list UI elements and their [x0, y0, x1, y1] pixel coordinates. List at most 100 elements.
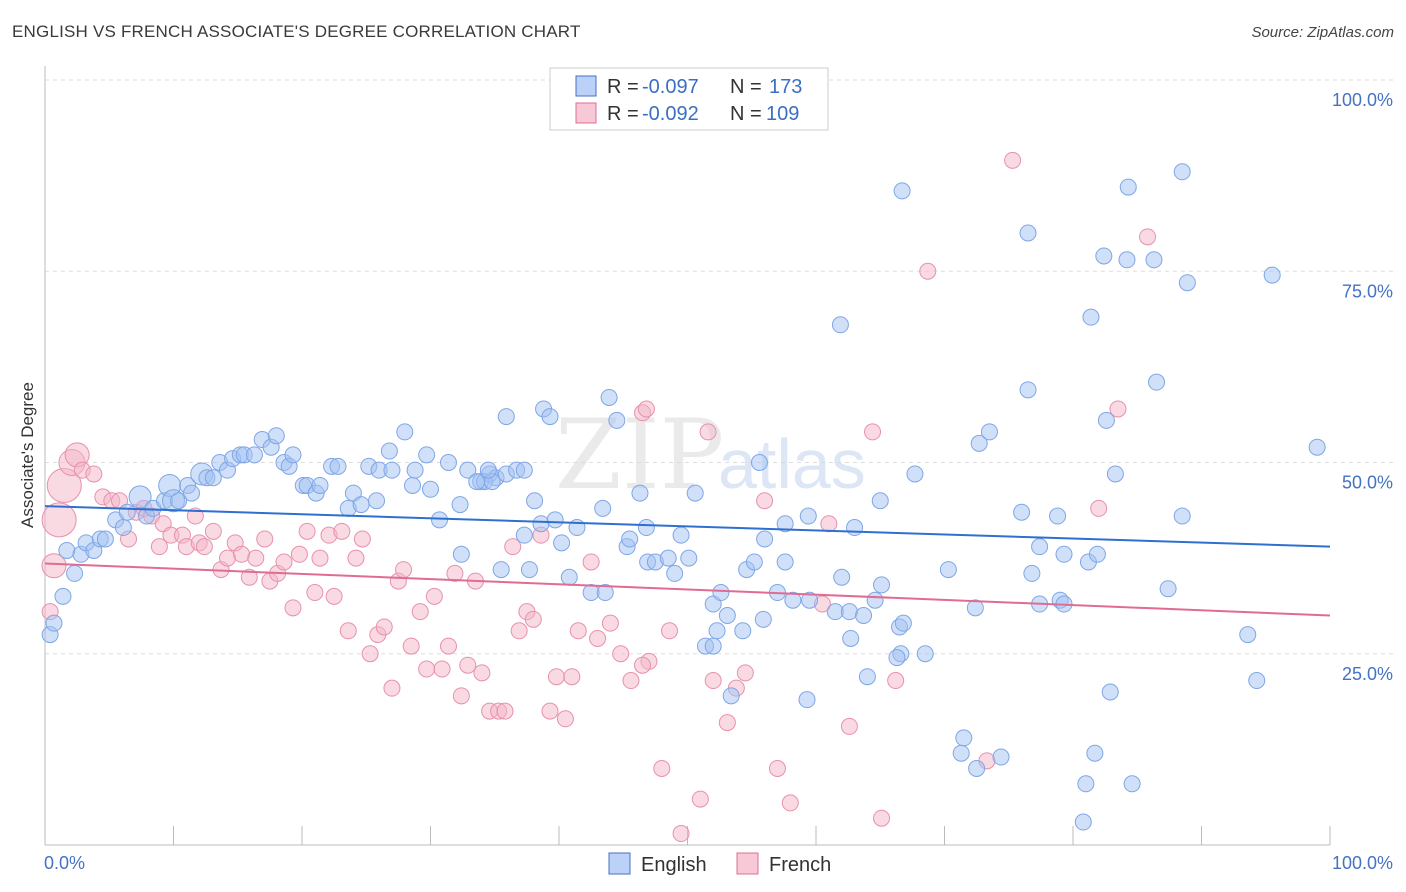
- french-point: [589, 629, 607, 647]
- french-point: [661, 622, 679, 640]
- english-point: [452, 545, 470, 563]
- french-point: [699, 423, 717, 441]
- french-point: [325, 587, 343, 605]
- english-point: [1097, 411, 1115, 429]
- english-point: [96, 530, 114, 548]
- english-point: [840, 603, 858, 621]
- legend-french-n-value: 109: [766, 103, 799, 125]
- legend-french-r-label: R =: [607, 103, 639, 125]
- french-point: [452, 687, 470, 705]
- trend-lines: [44, 505, 1331, 617]
- english-point: [1055, 545, 1073, 563]
- english-swatch-icon: [575, 75, 597, 97]
- french-point: [339, 622, 357, 640]
- english-point: [659, 549, 677, 567]
- y-axis-title: Associate's Degree: [18, 382, 37, 528]
- english-point: [722, 687, 740, 705]
- english-point: [888, 649, 906, 667]
- english-point: [708, 622, 726, 640]
- french-points: [41, 151, 1157, 843]
- english-point: [831, 316, 849, 334]
- english-point: [170, 492, 188, 510]
- french-point: [41, 502, 77, 538]
- english-point: [1173, 163, 1191, 181]
- english-point: [404, 476, 422, 494]
- french-point: [504, 538, 522, 556]
- english-point: [734, 622, 752, 640]
- french-point: [402, 637, 420, 655]
- french-point: [186, 507, 204, 525]
- french-point: [425, 587, 443, 605]
- english-point: [801, 591, 819, 609]
- french-point: [439, 637, 457, 655]
- french-point: [256, 530, 274, 548]
- english-point: [1173, 507, 1191, 525]
- english-point: [582, 584, 600, 602]
- french-point: [347, 549, 365, 567]
- english-point: [1013, 503, 1031, 521]
- english-point: [66, 564, 84, 582]
- english-point: [826, 603, 844, 621]
- english-point: [952, 744, 970, 762]
- english-point: [784, 591, 802, 609]
- english-point: [1031, 538, 1049, 556]
- french-point: [919, 262, 937, 280]
- french-swatch-icon: [575, 102, 597, 124]
- y-tick-label: 50.0%: [1342, 473, 1393, 493]
- x-tick-label-min: 0.0%: [44, 853, 85, 873]
- english-point: [520, 561, 538, 579]
- french-point: [446, 564, 464, 582]
- english-point: [541, 408, 559, 426]
- english-point: [1106, 465, 1124, 483]
- english-point: [459, 461, 477, 479]
- english-point: [1088, 545, 1106, 563]
- english-point: [846, 519, 864, 537]
- english-point: [1077, 775, 1095, 793]
- english-point: [637, 519, 655, 537]
- english-point: [1248, 672, 1266, 690]
- english-legend-icon: [608, 852, 631, 875]
- french-point: [433, 660, 451, 678]
- legend-english-n-label: N =: [730, 76, 762, 98]
- english-point: [799, 507, 817, 525]
- english-point: [955, 729, 973, 747]
- french-point: [361, 645, 379, 663]
- y-tick-label: 75.0%: [1342, 281, 1393, 301]
- english-point: [1263, 266, 1281, 284]
- x-tick-label-max: 100.0%: [1332, 853, 1393, 873]
- french-point: [541, 702, 559, 720]
- english-trend-line: [44, 505, 1331, 548]
- english-point: [776, 553, 794, 571]
- english-point: [672, 526, 690, 544]
- english-point: [1019, 224, 1037, 242]
- english-point: [718, 607, 736, 624]
- english-point: [680, 549, 698, 567]
- english-point: [245, 446, 263, 464]
- english-point: [980, 423, 998, 441]
- english-point: [182, 484, 200, 502]
- english-point: [439, 454, 457, 471]
- english-point: [468, 473, 486, 491]
- french-legend-icon: [736, 852, 759, 875]
- french-point: [85, 465, 103, 483]
- french-point: [718, 714, 736, 732]
- french-point: [569, 622, 587, 640]
- grid: [45, 79, 1395, 655]
- english-point: [666, 564, 684, 582]
- english-point: [596, 584, 614, 602]
- english-point: [855, 607, 873, 624]
- french-point: [195, 538, 213, 556]
- english-point: [866, 591, 884, 609]
- french-point: [41, 553, 67, 579]
- french-point: [311, 549, 329, 567]
- english-legend-label: English: [641, 854, 707, 876]
- english-point: [1086, 744, 1104, 762]
- french-point: [864, 423, 882, 441]
- legend-english-r-value: -0.097: [642, 76, 699, 98]
- french-point: [768, 760, 786, 777]
- french-point: [383, 679, 401, 697]
- english-point: [515, 461, 533, 479]
- french-point: [736, 664, 754, 682]
- french-point: [653, 760, 671, 777]
- french-point: [459, 656, 477, 674]
